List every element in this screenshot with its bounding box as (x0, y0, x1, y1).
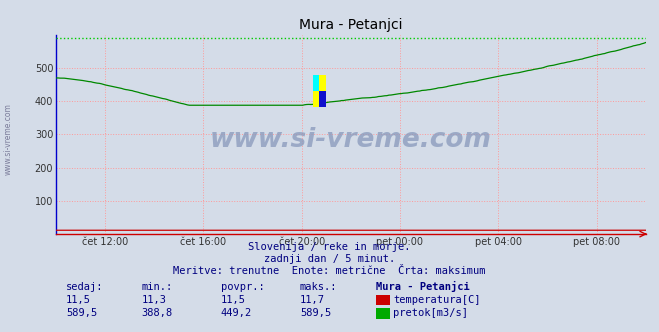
Text: min.:: min.: (142, 282, 173, 291)
Text: 11,3: 11,3 (142, 295, 167, 305)
Text: Mura - Petanjci: Mura - Petanjci (376, 281, 469, 291)
Text: 11,5: 11,5 (66, 295, 91, 305)
Text: 449,2: 449,2 (221, 308, 252, 318)
Text: temperatura[C]: temperatura[C] (393, 295, 481, 305)
Text: 11,7: 11,7 (300, 295, 325, 305)
Title: Mura - Petanjci: Mura - Petanjci (299, 18, 403, 32)
Text: pretok[m3/s]: pretok[m3/s] (393, 308, 469, 318)
Bar (312, 75, 319, 91)
Text: sedaj:: sedaj: (66, 282, 103, 291)
Text: 388,8: 388,8 (142, 308, 173, 318)
Text: www.si-vreme.com: www.si-vreme.com (3, 104, 13, 175)
Text: Meritve: trenutne  Enote: metrične  Črta: maksimum: Meritve: trenutne Enote: metrične Črta: … (173, 266, 486, 276)
Bar (312, 75, 326, 107)
Text: maks.:: maks.: (300, 282, 337, 291)
Text: 11,5: 11,5 (221, 295, 246, 305)
Bar (319, 91, 326, 107)
Text: Slovenija / reke in morje.: Slovenija / reke in morje. (248, 242, 411, 252)
Text: 589,5: 589,5 (66, 308, 97, 318)
Text: povpr.:: povpr.: (221, 282, 264, 291)
Text: 589,5: 589,5 (300, 308, 331, 318)
Text: www.si-vreme.com: www.si-vreme.com (210, 127, 492, 153)
Text: zadnji dan / 5 minut.: zadnji dan / 5 minut. (264, 254, 395, 264)
